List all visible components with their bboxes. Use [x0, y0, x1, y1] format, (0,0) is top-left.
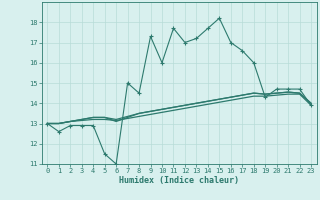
X-axis label: Humidex (Indice chaleur): Humidex (Indice chaleur): [119, 176, 239, 185]
